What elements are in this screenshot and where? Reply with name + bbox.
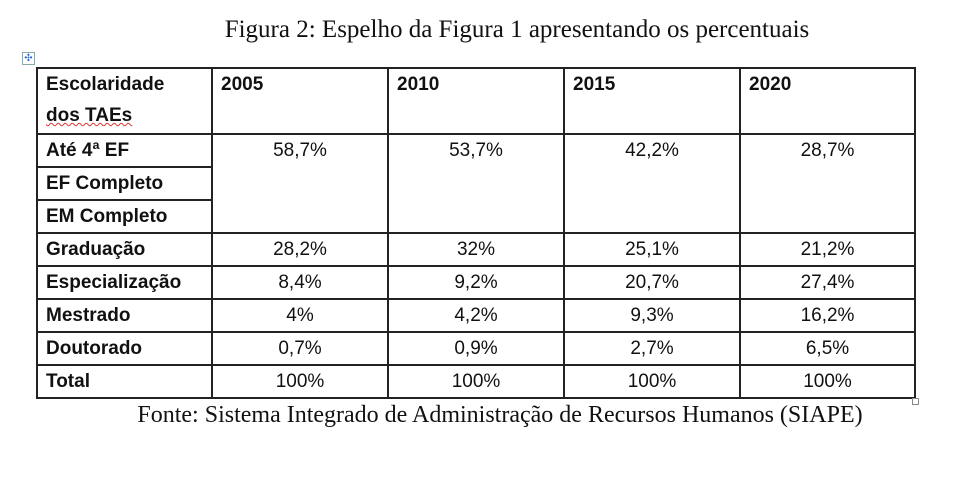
cell-value: 100%	[563, 364, 741, 399]
table-row: EM Completo	[36, 199, 915, 234]
table-row: Especialização 8,4% 9,2% 20,7% 27,4%	[36, 265, 916, 300]
row-label: Graduação	[36, 232, 213, 267]
row-label: EF Completo	[36, 166, 213, 201]
cell-value: 28,2%	[211, 232, 389, 267]
cell-value: 4%	[211, 298, 389, 333]
table-row-total: Total 100% 100% 100% 100%	[36, 364, 916, 399]
header-year: 2020	[739, 67, 916, 135]
row-label: Total	[36, 364, 213, 399]
cell-value: 6,5%	[739, 331, 916, 366]
cell-value: 9,2%	[387, 265, 565, 300]
cell-value: 42,2%	[563, 133, 741, 234]
cell-value: 21,2%	[739, 232, 916, 267]
cell-value: 27,4%	[739, 265, 916, 300]
education-table: Escolaridade dos TAEs 2005 2010 2015 2020…	[36, 67, 916, 399]
cell-value: 100%	[739, 364, 916, 399]
table-row: Até 4ª EF 58,7% 53,7% 42,2% 28,7%	[36, 133, 916, 234]
header-year: 2015	[563, 67, 741, 135]
cell-value: 0,7%	[211, 331, 389, 366]
row-label: Mestrado	[36, 298, 213, 333]
table-header-row: Escolaridade dos TAEs 2005 2010 2015 2020	[36, 67, 916, 135]
header-label: Escolaridade dos TAEs	[36, 67, 213, 135]
cell-value: 53,7%	[387, 133, 565, 234]
cell-value: 8,4%	[211, 265, 389, 300]
header-year: 2005	[211, 67, 389, 135]
cell-value: 0,9%	[387, 331, 565, 366]
cell-value: 4,2%	[387, 298, 565, 333]
table-row: Graduação 28,2% 32% 25,1% 21,2%	[36, 232, 916, 267]
table-row: EF Completo	[36, 166, 915, 201]
source-caption: Fonte: Sistema Integrado de Administraçã…	[137, 402, 863, 428]
table-row: Mestrado 4% 4,2% 9,3% 16,2%	[36, 298, 916, 333]
cell-value: 2,7%	[563, 331, 741, 366]
row-label: Doutorado	[36, 331, 213, 366]
cell-value: 32%	[387, 232, 565, 267]
cell-value: 20,7%	[563, 265, 741, 300]
cell-value: 25,1%	[563, 232, 741, 267]
cell-value: 58,7%	[211, 133, 389, 234]
cell-value: 28,7%	[739, 133, 916, 234]
cell-value: 100%	[211, 364, 389, 399]
figure-title: Figura 2: Espelho da Figura 1 apresentan…	[224, 16, 810, 43]
table-resize-handle[interactable]	[912, 398, 919, 405]
row-label: EM Completo	[36, 199, 213, 234]
table-row: Doutorado 0,7% 0,9% 2,7% 6,5%	[36, 331, 916, 366]
row-label: Até 4ª EF	[36, 133, 213, 168]
cell-value: 16,2%	[739, 298, 916, 333]
header-year: 2010	[387, 67, 565, 135]
table-move-handle-icon[interactable]: ✣	[22, 52, 35, 65]
cell-value: 9,3%	[563, 298, 741, 333]
cell-value: 100%	[387, 364, 565, 399]
row-label: Especialização	[36, 265, 213, 300]
